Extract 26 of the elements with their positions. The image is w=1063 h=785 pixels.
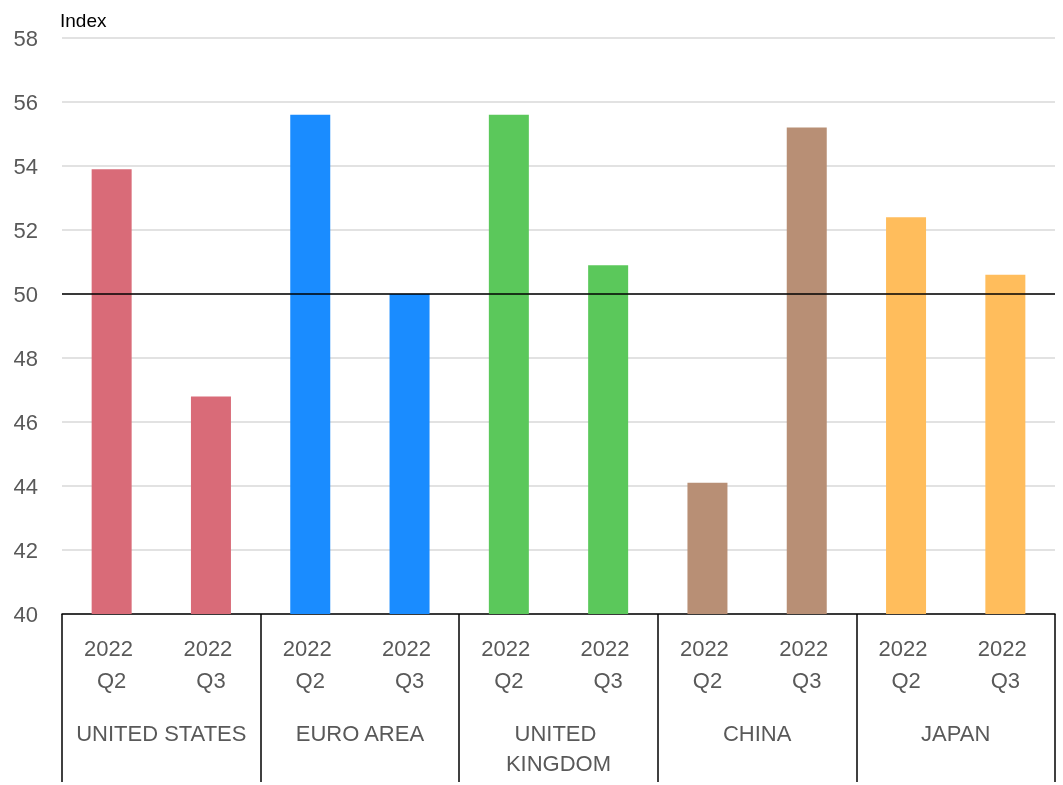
y-axis-title: Index bbox=[60, 10, 107, 31]
text: UNITED KINGDOM bbox=[505, 720, 612, 776]
x-tick-label: 2022 Q3 bbox=[779, 635, 835, 693]
text: JAPAN bbox=[921, 720, 991, 746]
x-tick-label: 2022 Q3 bbox=[382, 635, 438, 693]
x-tick-label: 2022 Q2 bbox=[282, 635, 338, 693]
text: CHINA bbox=[722, 720, 792, 746]
y-tick-label: 44 bbox=[13, 473, 38, 499]
x-tick-label: 2022 Q2 bbox=[878, 635, 934, 693]
y-tick-label: 42 bbox=[13, 537, 38, 563]
y-tick-label: 48 bbox=[13, 345, 38, 371]
y-tick-label: 50 bbox=[13, 281, 38, 307]
y-tick-label: 54 bbox=[13, 153, 38, 179]
y-tick-label: 46 bbox=[13, 409, 38, 435]
x-tick-label: 2022 Q2 bbox=[481, 635, 537, 693]
y-tick-label: 56 bbox=[13, 89, 38, 115]
x-tick-label: 2022 Q3 bbox=[580, 635, 636, 693]
y-tick-label: 52 bbox=[13, 217, 38, 243]
x-tick-label: 2022 Q2 bbox=[679, 635, 735, 693]
text: UNITED STATES bbox=[76, 720, 247, 746]
x-tick-label: 2022 Q3 bbox=[183, 635, 239, 693]
x-tick-label: 2022 Q3 bbox=[977, 635, 1033, 693]
y-tick-label: 58 bbox=[13, 25, 38, 51]
text: EURO AREA bbox=[295, 720, 425, 746]
y-tick-label: 40 bbox=[13, 601, 38, 627]
x-tick-label: 2022 Q2 bbox=[84, 635, 140, 693]
